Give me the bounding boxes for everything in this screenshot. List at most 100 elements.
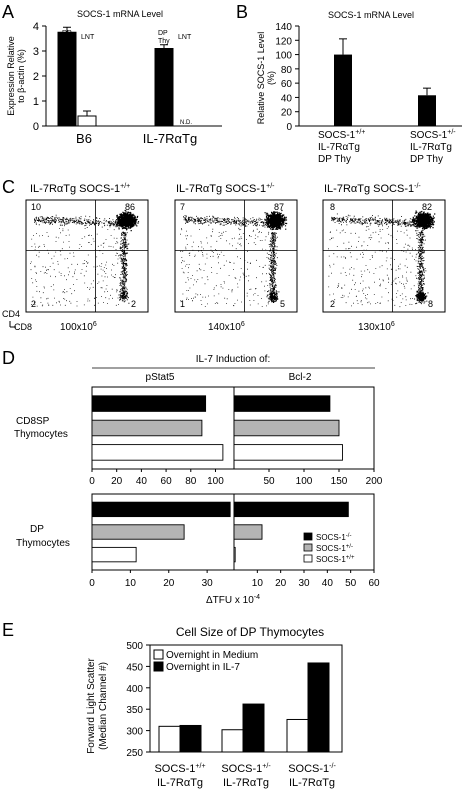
panel-a-nd-label: N.D. [180, 120, 192, 126]
panel-a-bar [154, 48, 174, 127]
facs3-count: 130x106 [358, 321, 395, 333]
panel-a-ytick-label: 4 [33, 21, 39, 33]
facs1-count: 100x106 [60, 321, 97, 333]
panel-d-xtick-label: 10 [252, 578, 264, 589]
facs-plot-1 [25, 199, 149, 313]
facs2-q-ll: 1 [180, 299, 185, 309]
facs3-q-ll: 2 [330, 299, 335, 309]
panel-b-title: SOCS-1 mRNA Level [328, 10, 414, 20]
panel-b-ytick-label: 20 [281, 108, 293, 119]
panel-e-ytick-label: 500 [126, 641, 143, 652]
panel-d-xtick-label: 60 [368, 578, 380, 589]
panel-e-cat2-line1: SOCS-1+/- [221, 763, 271, 775]
panel-a-lnt-label-2: LNT [178, 34, 192, 41]
panel-c-title-2: IL-7RαTg SOCS-1+/- [176, 183, 275, 195]
panel-e-ytick-label: 450 [126, 662, 143, 673]
panel-b-ytick-label: 0 [286, 122, 292, 133]
panel-d-bar [91, 444, 224, 461]
facs-events [328, 210, 436, 308]
panel-d-bar [91, 395, 207, 412]
panel-letter-b: B [236, 2, 248, 22]
panel-d-col-pstat5: pStat5 [146, 372, 175, 383]
panel-e-cat1-line2: IL-7RαTg [157, 777, 203, 789]
panel-b: B SOCS-1 mRNA Level Relative SOCS-1 Leve… [236, 2, 462, 165]
facs2-count: 140x106 [208, 321, 245, 333]
panel-b-cat1-line2: IL-7RαTg [318, 142, 360, 153]
panel-d-bar [233, 419, 340, 437]
panel-b-cat1-line1: SOCS-1+/+ [318, 129, 365, 141]
legend-d-label-3: SOCS-1+/+ [316, 555, 355, 564]
panel-e-bar [242, 703, 265, 753]
panel-b-ylabel-1: Relative SOCS-1 Level [256, 32, 266, 125]
panel-d-bar [233, 546, 236, 563]
panel-d-title: IL-7 Induction of: [196, 354, 271, 365]
panel-d-xtick-label: 20 [275, 578, 287, 589]
facs-plot-3 [322, 199, 446, 313]
facs-axis-cd4: CD4 [2, 309, 20, 319]
panel-e-title: Cell Size of DP Thymocytes [176, 625, 324, 639]
panel-d-xtick-label: 100 [207, 476, 224, 487]
panel-e-cat1-line1: SOCS-1+/+ [154, 763, 205, 775]
panel-a-ytick-label: 3 [33, 46, 39, 58]
legend-d-swatch-2 [303, 543, 313, 552]
facs1-q-lr: 2 [131, 299, 136, 309]
panel-b-ytick-label: 120 [275, 36, 292, 47]
legend-e-swatch-medium [153, 649, 164, 660]
legend-e-label-medium: Overnight in Medium [166, 650, 258, 661]
legend-e-swatch-il7 [153, 661, 164, 672]
panel-e-cat3-line2: IL-7RαTg [289, 777, 335, 789]
panel-a-ytick-label: 0 [33, 121, 39, 133]
panel-d-xtick-label: 40 [136, 476, 148, 487]
facs1-q-ur: 86 [125, 202, 135, 212]
panel-b-cat2-line2: IL-7RαTg [410, 142, 452, 153]
panel-a-dp-label-1: DP [62, 30, 72, 37]
panel-d-xtick-label: 10 [125, 578, 137, 589]
facs1-q-ll: 2 [31, 299, 36, 309]
facs3-q-ul: 8 [330, 202, 335, 212]
panel-a-thy-label-2: Thy [158, 38, 170, 45]
panel-d-row2-label-1: DP [30, 524, 44, 535]
legend-e-label-il7: Overnight in IL-7 [166, 662, 240, 673]
panel-a-bar [57, 31, 77, 127]
panel-letter-d: D [2, 348, 15, 368]
facs2-q-ul: 7 [180, 202, 185, 212]
panel-b-bar [418, 95, 436, 126]
panel-b-ytick-label: 100 [275, 51, 292, 62]
panel-d-xtick-label: 60 [161, 476, 173, 487]
legend-d-label-1: SOCS-1-/- [316, 533, 351, 542]
panel-a-thy-label-1: Thy [62, 38, 74, 45]
panel-b-ylabel-2: (%) [266, 71, 276, 85]
panel-d-xtick-label: 200 [366, 476, 383, 487]
panel-c: C IL-7RαTg SOCS-1+/+ IL-7RαTg SOCS-1+/- … [2, 177, 446, 333]
panel-d-row2-label-2: Thymocytes [16, 538, 70, 549]
panel-e-bar [179, 724, 202, 753]
facs1-q-ul: 10 [31, 202, 41, 212]
panel-d-xtick-label: 30 [298, 578, 310, 589]
panel-b-cat1-line3: DP Thy [318, 154, 351, 165]
panel-b-cat2-line3: DP Thy [410, 154, 443, 165]
facs-plot-2 [174, 199, 298, 313]
panel-e-cat2-line2: IL-7RαTg [223, 777, 269, 789]
panel-d-xtick-label: 20 [111, 476, 123, 487]
panel-d-xtick-label: 50 [263, 476, 275, 487]
panel-e-bar [286, 718, 309, 753]
panel-c-title-3: IL-7RαTg SOCS-1-/- [324, 183, 421, 195]
panel-a-group-il7: IL-7RαTg [143, 131, 197, 146]
facs3-q-ur: 82 [422, 202, 432, 212]
panel-b-ytick-label: 80 [281, 65, 293, 76]
panel-d-bar [91, 419, 203, 437]
panel-d-bar [91, 546, 137, 563]
panel-a-ytick-label: 2 [33, 71, 39, 83]
panel-e-ylabel-1: Forward Light Scatter [86, 658, 97, 754]
panel-a-ytick-label: 1 [33, 96, 39, 108]
panel-e-ylabel-2: (Median Channel #) [98, 662, 109, 750]
panel-letter-e: E [2, 620, 14, 640]
panel-a-lnt-label-1: LNT [81, 34, 95, 41]
panel-a: A SOCS-1 mRNA Level Expression Relative … [2, 2, 222, 146]
panel-d-xlabel: ΔTFU x 10-4 [206, 594, 260, 606]
panel-e-ytick-label: 400 [126, 684, 143, 695]
panel-a-dp-label-2: DP [158, 30, 168, 37]
facs2-q-ur: 87 [274, 202, 284, 212]
panel-d-bar [91, 524, 185, 540]
